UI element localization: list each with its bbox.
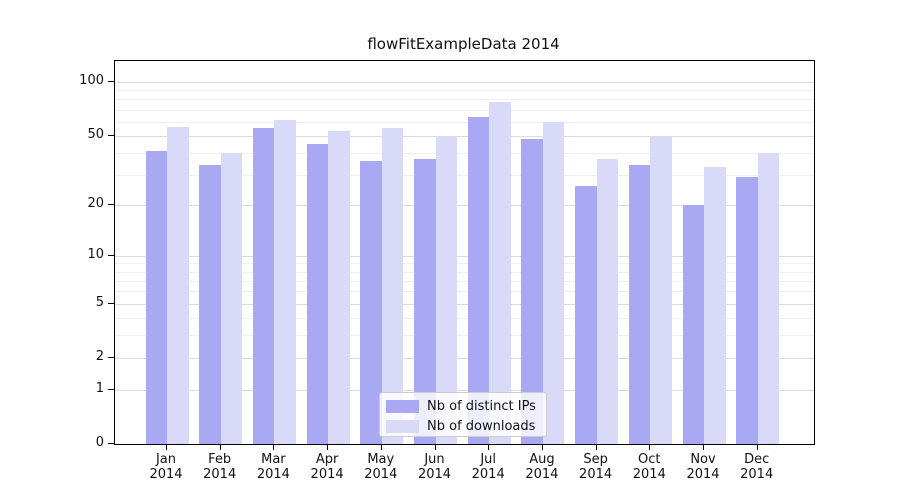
bar-ips-apr <box>306 143 329 444</box>
bar-ips-mar <box>252 128 275 444</box>
x-axis-tick-mark <box>166 444 167 450</box>
x-axis-tick-mark <box>434 444 436 450</box>
x-axis-tick-mark <box>703 444 704 450</box>
legend-swatch-downloads <box>386 420 419 433</box>
x-axis-tick-mark <box>380 444 382 450</box>
x-axis-tick-mark <box>327 444 329 450</box>
grid-line-minor-9 <box>115 263 814 265</box>
x-axis-tick-label-mar: Mar 2014 <box>256 452 290 482</box>
grid-line-major-50 <box>115 135 814 137</box>
bar-downloads-dec <box>757 152 780 444</box>
bar-downloads-nov <box>704 167 726 444</box>
y-axis-tick-label-50: 50 <box>87 126 104 142</box>
grid-line-minor-8 <box>115 271 814 273</box>
bar-ips-sep <box>575 185 597 444</box>
bar-downloads-sep <box>596 158 619 444</box>
x-axis-tick-label-dec: Dec 2014 <box>740 452 774 482</box>
grid-line-minor-80 <box>115 99 814 101</box>
x-axis-tick-mark <box>488 444 490 450</box>
bar-downloads-apr <box>328 131 350 444</box>
grid-line-major-5 <box>115 303 814 305</box>
x-axis-tick-label-oct: Oct 2014 <box>632 452 666 482</box>
grid-line-minor-4 <box>115 317 814 319</box>
legend-label-ips: Nb of distinct IPs <box>427 399 536 414</box>
grid-line-minor-90 <box>115 90 814 92</box>
bar-ips-jun <box>414 158 436 444</box>
grid-line-major-100 <box>115 82 814 83</box>
y-axis-tick-mark <box>108 356 114 358</box>
bar-downloads-feb <box>220 152 243 444</box>
bar-ips-dec <box>736 177 758 444</box>
legend: Nb of distinct IPs Nb of downloads <box>379 392 547 437</box>
x-axis-tick-label-nov: Nov 2014 <box>686 452 720 482</box>
x-axis-tick-mark <box>219 444 221 450</box>
x-axis-tick-mark <box>649 444 651 450</box>
grid-line-minor-60 <box>115 121 814 123</box>
y-axis-tick-mark <box>108 204 114 206</box>
grid-line-minor-30 <box>115 174 814 176</box>
bar-ips-may <box>360 160 382 444</box>
bar-ips-jan <box>145 150 167 444</box>
x-axis-tick-mark <box>273 444 275 450</box>
y-axis-tick-label-10: 10 <box>87 246 104 262</box>
bar-ips-jul <box>467 116 490 444</box>
y-axis-tick-mark <box>108 443 114 444</box>
grid-line-major-10 <box>115 255 814 257</box>
legend-item-ips: Nb of distinct IPs <box>386 398 546 415</box>
x-axis-tick-label-apr: Apr 2014 <box>310 452 344 482</box>
y-axis-tick-mark <box>108 302 114 304</box>
y-axis-tick-mark <box>108 81 114 82</box>
bar-downloads-jul <box>489 102 511 444</box>
y-axis-tick-label-100: 100 <box>79 73 104 88</box>
x-axis-tick-label-jul: Jul 2014 <box>471 452 505 482</box>
bar-downloads-jan <box>167 126 189 444</box>
grid-line-minor-7 <box>115 280 814 282</box>
bar-downloads-oct <box>650 135 672 444</box>
grid-line-minor-70 <box>115 109 814 111</box>
x-axis-tick-label-sep: Sep 2014 <box>579 452 613 482</box>
x-axis-tick-mark <box>595 444 597 450</box>
grid-line-major-2 <box>115 357 814 359</box>
bar-downloads-aug <box>542 121 565 444</box>
x-axis-tick-label-aug: Aug 2014 <box>525 452 559 482</box>
bar-downloads-mar <box>274 120 296 444</box>
x-axis-tick-label-may: May 2014 <box>364 452 398 482</box>
y-axis-tick-mark <box>108 254 114 256</box>
bar-downloads-jun <box>435 135 457 444</box>
x-axis-tick-label-jan: Jan 2014 <box>149 452 183 482</box>
grid-line-minor-6 <box>115 291 814 293</box>
bar-ips-oct <box>628 165 651 444</box>
legend-item-downloads: Nb of downloads <box>386 418 546 435</box>
legend-label-downloads: Nb of downloads <box>427 419 536 434</box>
y-axis-tick-label-2: 2 <box>95 348 104 364</box>
bar-ips-nov <box>682 205 704 444</box>
y-axis-tick-label-20: 20 <box>87 196 104 212</box>
y-axis-tick-mark <box>108 388 114 390</box>
chart-title: flowFitExampleData 2014 <box>367 35 560 53</box>
grid-line-minor-40 <box>115 152 814 154</box>
bar-downloads-may <box>381 128 404 444</box>
y-axis-tick-label-1: 1 <box>95 380 104 396</box>
y-axis-tick-mark <box>108 134 114 136</box>
grid-line-major-20 <box>115 205 814 207</box>
y-axis-tick-label-0: 0 <box>95 435 104 450</box>
x-axis-tick-mark <box>756 444 758 450</box>
x-axis-tick-mark <box>541 444 543 450</box>
y-axis-tick-label-5: 5 <box>95 294 104 310</box>
bar-ips-feb <box>199 165 221 444</box>
bar-ips-aug <box>521 138 543 444</box>
x-axis-tick-label-jun: Jun 2014 <box>417 452 452 482</box>
x-axis-tick-label-feb: Feb 2014 <box>203 452 237 482</box>
grid-line-minor-3 <box>115 335 814 337</box>
legend-swatch-ips <box>386 400 419 413</box>
plot-area <box>114 60 815 445</box>
grid-line-major-1 <box>115 389 814 391</box>
